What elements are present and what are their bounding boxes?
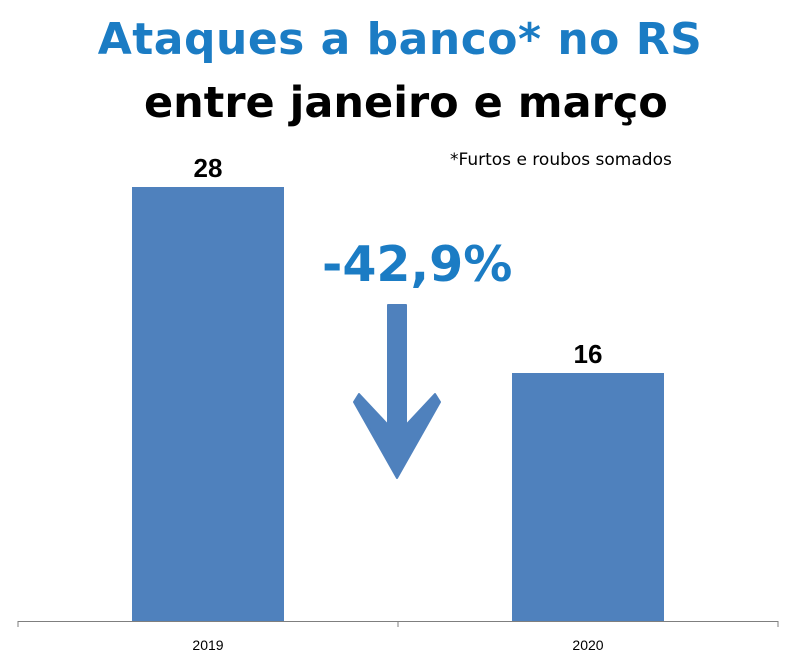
x-tick-label-2019: 2019 [192, 637, 223, 653]
labels-layer: 28 2019 16 2020 [192, 153, 603, 653]
chart-subtitle: entre janeiro e março [144, 78, 668, 128]
x-axis [17, 621, 779, 627]
footnote: *Furtos e roubos somados [450, 150, 672, 170]
data-label-2019: 28 [194, 153, 223, 183]
down-arrow-icon [353, 304, 441, 479]
bar-2020 [512, 373, 664, 621]
data-label-2020: 16 [574, 339, 603, 369]
x-tick-label-2020: 2020 [572, 637, 603, 653]
bars-layer [132, 187, 664, 621]
change-percentage: -42,9% [322, 236, 513, 293]
bar-2019 [132, 187, 284, 621]
chart-title: Ataques a banco* no RS [97, 14, 703, 65]
